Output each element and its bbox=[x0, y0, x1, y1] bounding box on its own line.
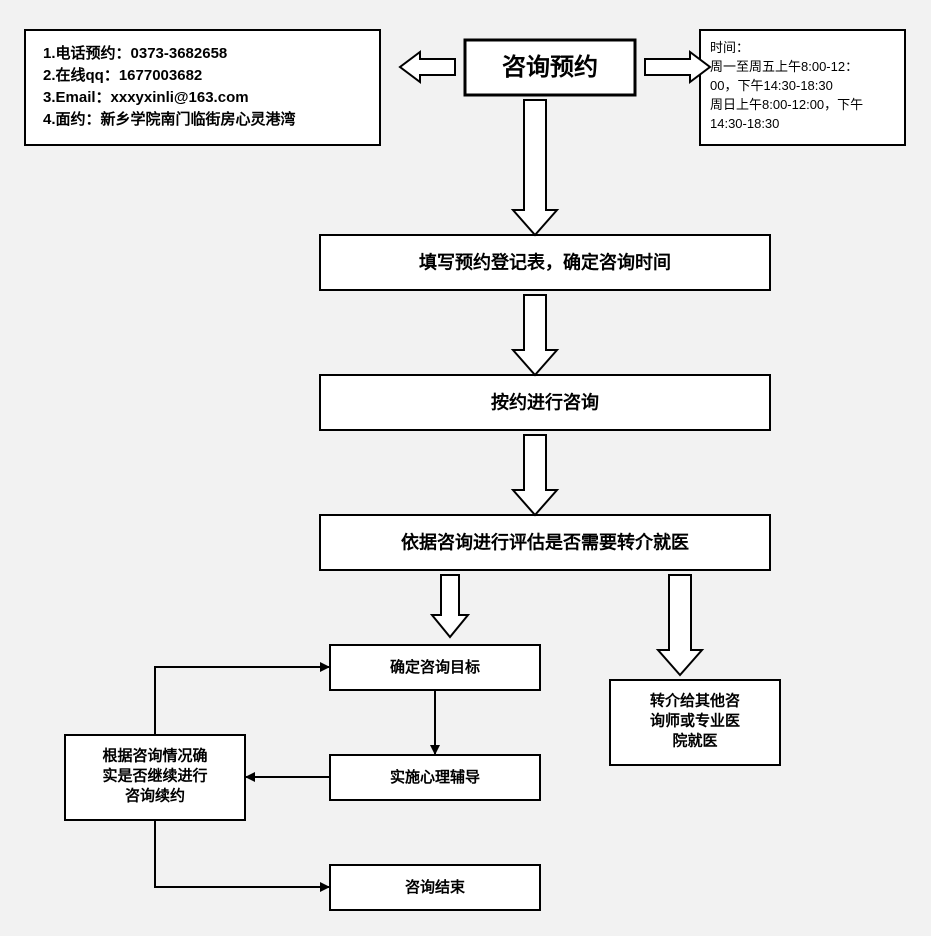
node-label: 咨询预约 bbox=[502, 53, 598, 81]
node-label-line: 根据咨询情况确 bbox=[102, 746, 207, 764]
node-label-line: 周一至周五上午8:00-12： bbox=[710, 59, 858, 74]
node-label-line: 时间： bbox=[710, 40, 749, 55]
node-label-line: 实是否继续进行 bbox=[102, 766, 207, 784]
node-label-line: 院就医 bbox=[672, 731, 717, 749]
node-label-line: 咨询续约 bbox=[125, 786, 185, 804]
node-label: 按约进行咨询 bbox=[491, 392, 599, 413]
node-label-line: 询师或专业医 bbox=[650, 711, 740, 729]
flowchart-diagram: 1.电话预约：0373-3682658 2.在线qq：1677003682 3.Em… bbox=[0, 0, 931, 936]
node-label-line: 转介给其他咨 bbox=[650, 691, 740, 709]
node-label-line: 周日上午8:00-12:00，下午 bbox=[710, 97, 863, 112]
node-label: 实施心理辅导 bbox=[390, 768, 480, 786]
node-label-line: 1.电话预约：0373-3682658 bbox=[43, 44, 227, 62]
node-label: 咨询结束 bbox=[405, 878, 466, 896]
node-label-line: 14:30-18:30 bbox=[710, 116, 779, 131]
node-label: 依据咨询进行评估是否需要转介就医 bbox=[401, 532, 689, 553]
node-label-line: 3.Email：xxxyxinli@163.com bbox=[43, 89, 249, 106]
node-label-line: 00，下午14:30-18:30 bbox=[710, 78, 833, 93]
node-label: 确定咨询目标 bbox=[390, 658, 480, 676]
node-label-line: 4.面约：新乡学院南门临街房心灵港湾 bbox=[43, 110, 296, 128]
node-label-line: 2.在线qq：1677003682 bbox=[43, 66, 202, 84]
node-label: 填写预约登记表，确定咨询时间 bbox=[419, 252, 671, 273]
